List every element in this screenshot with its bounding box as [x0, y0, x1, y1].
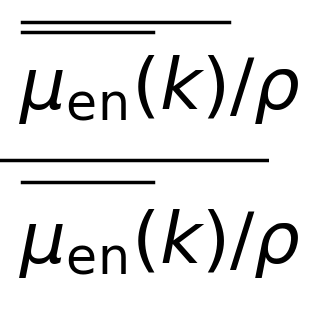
Text: $\mu_{\mathrm{en}}\left(k\right)/\rho$: $\mu_{\mathrm{en}}\left(k\right)/\rho$: [19, 207, 300, 280]
Text: $\mu_{\mathrm{en}}\left(k\right)/\rho$: $\mu_{\mathrm{en}}\left(k\right)/\rho$: [19, 53, 300, 126]
